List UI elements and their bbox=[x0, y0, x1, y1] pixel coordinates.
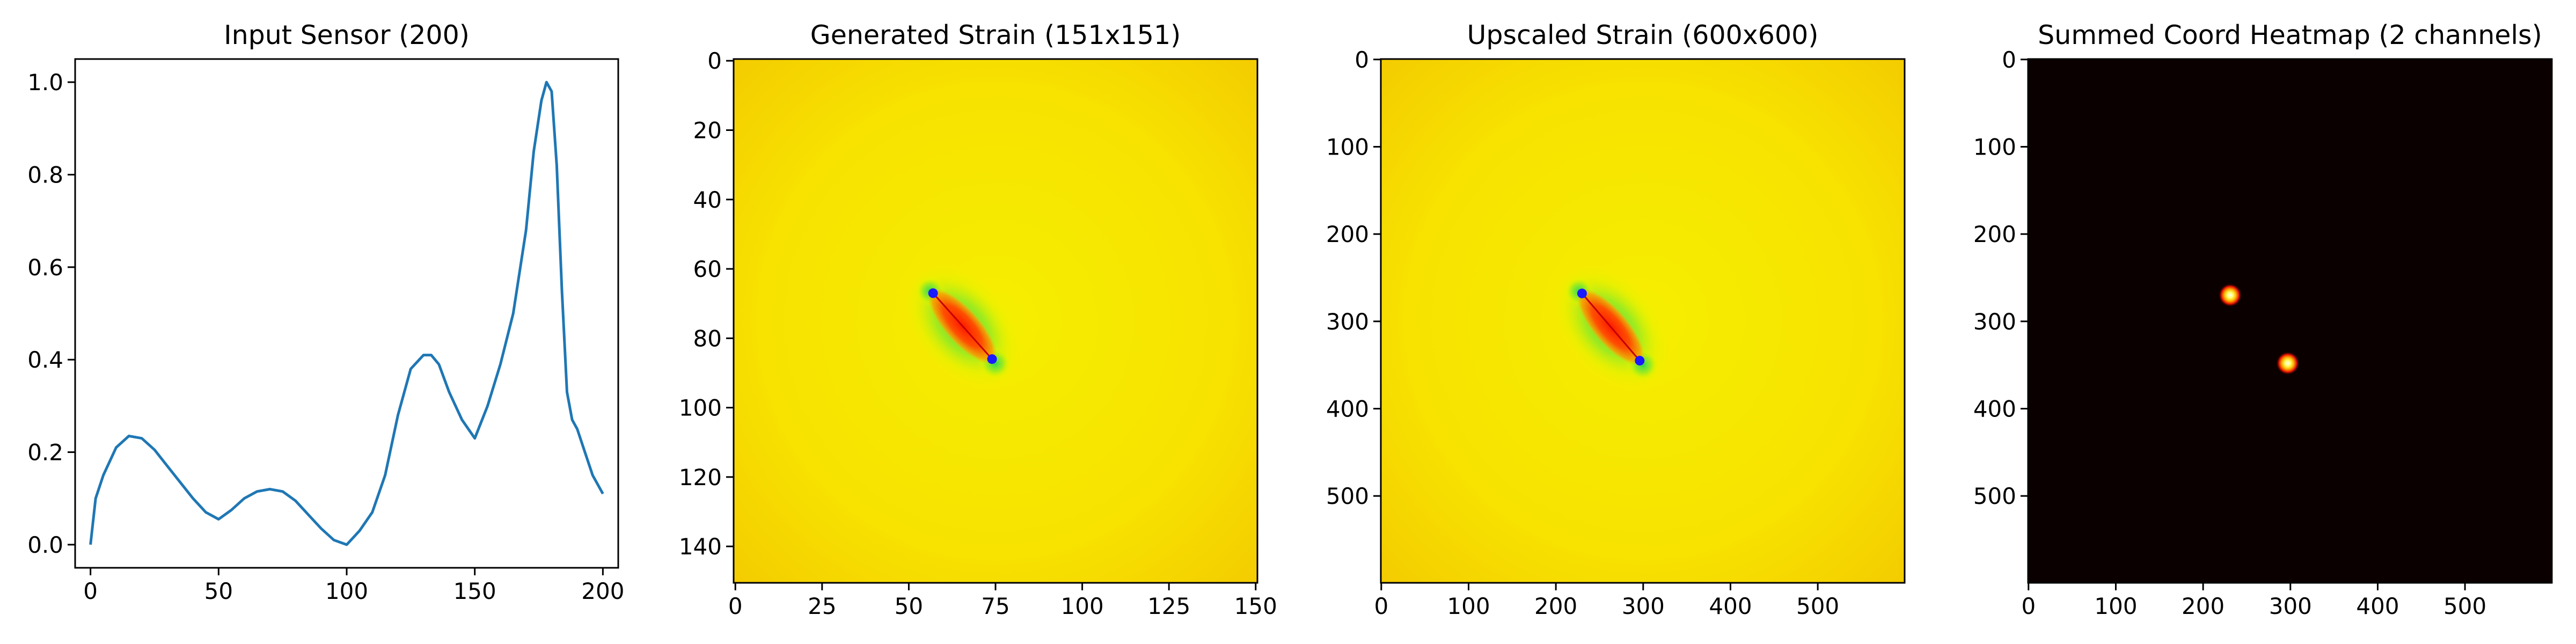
heatmap-background bbox=[2028, 59, 2552, 583]
x-tick-label: 0 bbox=[728, 593, 743, 619]
x-tick-label: 150 bbox=[453, 578, 496, 604]
input-sensor-panel: Input Sensor (200) 0 50 100 150 200 0.00.20.… bbox=[27, 20, 624, 604]
y-tick-label: 100 bbox=[1326, 134, 1369, 160]
y-tick-label: 0.8 bbox=[27, 162, 63, 188]
y-tick-label: 0.2 bbox=[27, 440, 63, 466]
x-axis: 0 25 50 75 100 125 150 bbox=[728, 583, 1277, 619]
chart-title: Upscaled Strain (600x600) bbox=[1467, 20, 1819, 50]
x-tick-label: 300 bbox=[2269, 593, 2312, 619]
y-tick-label: 40 bbox=[693, 187, 722, 213]
crack-line bbox=[932, 292, 993, 360]
x-tick-label: 150 bbox=[1234, 593, 1277, 619]
plot-area bbox=[89, 80, 604, 546]
y-tick-label: 200 bbox=[1326, 221, 1369, 247]
x-tick-label: 100 bbox=[2094, 593, 2137, 619]
heatmap-image bbox=[2028, 59, 2552, 583]
chart-title: Summed Coord Heatmap (2 channels) bbox=[2038, 20, 2542, 50]
coord-peak bbox=[2275, 351, 2300, 375]
y-tick-label: 500 bbox=[1326, 483, 1369, 509]
x-tick-label: 400 bbox=[1709, 593, 1752, 619]
x-tick-label: 125 bbox=[1147, 593, 1190, 619]
x-tick-label: 100 bbox=[1061, 593, 1104, 619]
y-tick-label: 0.0 bbox=[27, 532, 63, 558]
generated-strain-panel: Generated Strain (151x151) 0 25 50 75 100 125… bbox=[679, 20, 1277, 619]
x-axis: 0 50 100 150 200 bbox=[83, 568, 624, 604]
x-tick-label: 500 bbox=[2443, 593, 2486, 619]
y-tick-label: 400 bbox=[1326, 396, 1369, 422]
chart-title: Input Sensor (200) bbox=[224, 20, 470, 50]
x-tick-label: 200 bbox=[581, 578, 624, 604]
x-axis: 0 100 200 300 400 500 bbox=[2021, 583, 2486, 619]
crack-tip bbox=[987, 354, 997, 364]
x-axis: 0 100 200 300 400 500 bbox=[1374, 583, 1839, 619]
y-tick-label: 1.0 bbox=[27, 69, 63, 96]
y-tick-label: 300 bbox=[1326, 309, 1369, 335]
y-axis: 0 100 200 300 400 500 bbox=[1326, 47, 1381, 509]
y-tick-label: 0.6 bbox=[27, 254, 63, 281]
y-tick-label: 20 bbox=[693, 118, 722, 144]
y-axis: 0.0 0.2 0.4 0.6 0.8 1.0 bbox=[27, 69, 75, 558]
y-tick-label: 300 bbox=[1973, 309, 2016, 335]
x-tick-label: 200 bbox=[2182, 593, 2224, 619]
x-tick-label: 300 bbox=[1622, 593, 1665, 619]
crack-tip bbox=[928, 288, 938, 298]
x-tick-label: 0 bbox=[83, 578, 98, 604]
x-tick-label: 50 bbox=[895, 593, 923, 619]
y-tick-label: 100 bbox=[1973, 134, 2016, 160]
crack-tip bbox=[1577, 288, 1587, 298]
y-axis: 0 100 200 300 400 500 bbox=[1973, 47, 2028, 509]
x-tick-label: 500 bbox=[1796, 593, 1839, 619]
y-axis: 0 20 40 60 80 100 120 140 bbox=[679, 48, 734, 560]
coord-heatmap-panel: Summed Coord Heatmap (2 channels) 0 100 20… bbox=[1973, 20, 2553, 619]
y-tick-label: 80 bbox=[693, 325, 722, 352]
y-tick-label: 400 bbox=[1973, 396, 2016, 422]
sensor-series-line bbox=[89, 80, 604, 546]
y-tick-label: 0 bbox=[707, 48, 722, 74]
y-tick-label: 0 bbox=[2002, 47, 2016, 73]
y-tick-label: 120 bbox=[679, 464, 722, 491]
x-tick-label: 200 bbox=[1534, 593, 1577, 619]
coord-peak bbox=[2218, 283, 2242, 308]
crack-tip bbox=[1635, 356, 1645, 366]
y-tick-label: 0.4 bbox=[27, 347, 63, 373]
heatmap-image bbox=[734, 59, 1257, 583]
x-tick-label: 400 bbox=[2356, 593, 2399, 619]
y-tick-label: 200 bbox=[1973, 221, 2016, 247]
y-tick-label: 0 bbox=[1355, 47, 1369, 73]
crack-line bbox=[1581, 292, 1641, 361]
x-tick-label: 100 bbox=[325, 578, 368, 604]
y-tick-label: 140 bbox=[679, 533, 722, 560]
x-tick-label: 75 bbox=[981, 593, 1009, 619]
x-tick-label: 50 bbox=[204, 578, 233, 604]
y-tick-label: 500 bbox=[1973, 483, 2016, 509]
upscaled-strain-panel: Upscaled Strain (600x600) 0 100 200 300 400 5… bbox=[1326, 20, 1906, 619]
x-tick-label: 0 bbox=[2021, 593, 2036, 619]
chart-title: Generated Strain (151x151) bbox=[810, 20, 1181, 50]
x-tick-label: 0 bbox=[1374, 593, 1388, 619]
y-tick-label: 60 bbox=[693, 256, 722, 282]
x-tick-label: 25 bbox=[808, 593, 836, 619]
heatmap-image bbox=[1381, 59, 1905, 583]
y-tick-label: 100 bbox=[679, 395, 722, 421]
x-tick-label: 100 bbox=[1447, 593, 1490, 619]
